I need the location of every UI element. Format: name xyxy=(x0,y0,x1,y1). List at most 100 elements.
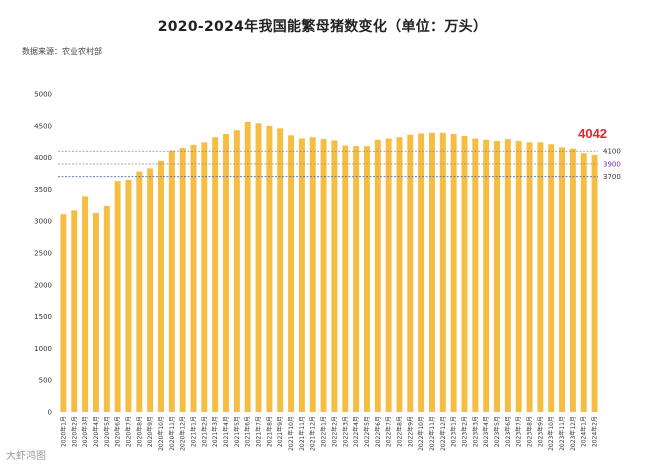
bar xyxy=(255,123,262,413)
bar xyxy=(233,130,240,412)
bar xyxy=(472,138,479,412)
y-tick-label: 1000 xyxy=(34,345,52,353)
x-tick-label: 2020年8月 xyxy=(135,416,143,447)
watermark: 大虾鸿图 xyxy=(6,451,46,462)
bar xyxy=(537,142,544,412)
x-tick-label: 2022年12月 xyxy=(439,416,447,451)
x-tick-label: 2023年6月 xyxy=(504,416,512,447)
x-tick-label: 2020年6月 xyxy=(114,416,122,447)
bar xyxy=(428,132,435,412)
bar xyxy=(559,147,566,412)
x-tick-label: 2020年11月 xyxy=(168,416,176,451)
x-tick-label: 2022年9月 xyxy=(406,416,414,447)
bar xyxy=(168,150,175,412)
bar xyxy=(266,125,273,413)
x-tick-label: 2023年11月 xyxy=(558,416,566,451)
x-tick-label: 2021年12月 xyxy=(309,416,317,451)
x-tick-label: 2023年4月 xyxy=(482,416,490,447)
bar xyxy=(331,140,338,413)
bar xyxy=(342,145,349,413)
x-tick-label: 2020年2月 xyxy=(70,416,78,447)
bar xyxy=(223,134,230,412)
bar xyxy=(114,181,121,412)
y-tick-label: 4000 xyxy=(34,154,52,162)
x-tick-label: 2021年4月 xyxy=(222,416,230,447)
bar xyxy=(190,144,197,412)
bar xyxy=(244,121,251,412)
x-tick-label: 2020年10月 xyxy=(157,416,165,451)
bar xyxy=(179,148,186,412)
bar xyxy=(407,134,414,413)
x-tick-label: 2022年3月 xyxy=(341,416,349,447)
y-tick-label: 5000 xyxy=(34,91,52,99)
bar xyxy=(439,132,446,412)
x-tick-label: 2021年11月 xyxy=(298,416,306,451)
x-tick-label: 2023年8月 xyxy=(526,416,534,447)
bar xyxy=(353,146,360,413)
x-tick-label: 2023年2月 xyxy=(461,416,469,447)
bar xyxy=(60,214,67,412)
bar xyxy=(418,133,425,412)
data-source-note: 数据来源：农业农村部 xyxy=(22,47,102,56)
reference-line-label: 3900 xyxy=(603,160,621,168)
bar xyxy=(92,212,99,412)
bar xyxy=(483,139,490,413)
bar xyxy=(82,196,89,412)
y-tick-label: 0 xyxy=(48,409,52,417)
x-tick-label: 2022年5月 xyxy=(363,416,371,447)
bar xyxy=(277,128,284,412)
bar xyxy=(504,139,511,412)
bar xyxy=(461,135,468,412)
x-tick-label: 2020年5月 xyxy=(103,416,111,447)
highlight-value-label: 4042 xyxy=(578,126,607,141)
y-tick-label: 2500 xyxy=(34,250,52,258)
chart-title: 2020-2024年我国能繁母猪数变化（单位：万头） xyxy=(157,19,488,35)
x-tick-label: 2023年1月 xyxy=(450,416,458,447)
x-tick-label: 2023年9月 xyxy=(536,416,544,447)
x-tick-label: 2021年3月 xyxy=(211,416,219,447)
y-tick-label: 1500 xyxy=(34,313,52,321)
bar xyxy=(309,137,316,413)
y-tick-label: 3000 xyxy=(34,218,52,226)
bar xyxy=(136,171,143,412)
x-tick-label: 2021年8月 xyxy=(265,416,273,447)
x-tick-label: 2022年1月 xyxy=(320,416,328,447)
x-tick-label: 2022年11月 xyxy=(428,416,436,451)
x-tick-label: 2022年8月 xyxy=(395,416,403,447)
x-tick-label: 2020年4月 xyxy=(92,416,100,447)
x-tick-label: 2021年5月 xyxy=(233,416,241,447)
x-tick-label: 2020年3月 xyxy=(81,416,89,447)
bar xyxy=(288,135,295,412)
x-tick-label: 2023年10月 xyxy=(547,416,555,451)
x-tick-label: 2023年3月 xyxy=(471,416,479,447)
x-tick-label: 2022年10月 xyxy=(417,416,425,451)
x-tick-label: 2020年7月 xyxy=(124,416,132,447)
bar xyxy=(71,210,78,412)
reference-line-label: 4100 xyxy=(603,148,621,156)
bar xyxy=(298,138,305,412)
bar xyxy=(385,138,392,412)
bar xyxy=(450,134,457,412)
bar xyxy=(157,160,164,412)
bar xyxy=(580,153,587,412)
bar xyxy=(396,137,403,413)
x-tick-label: 2021年6月 xyxy=(244,416,252,447)
x-tick-label: 2021年7月 xyxy=(255,416,263,447)
x-tick-label: 2021年9月 xyxy=(276,416,284,447)
bar xyxy=(526,142,533,412)
x-tick-label: 2023年5月 xyxy=(493,416,501,447)
x-tick-label: 2021年2月 xyxy=(200,416,208,447)
y-tick-label: 2000 xyxy=(34,281,52,289)
x-tick-label: 2023年7月 xyxy=(515,416,523,447)
x-tick-label: 2021年10月 xyxy=(287,416,295,451)
x-tick-label: 2022年2月 xyxy=(330,416,338,447)
bar xyxy=(374,139,381,413)
x-tick-label: 2023年12月 xyxy=(569,416,577,451)
bar xyxy=(147,168,154,412)
y-tick-label: 4500 xyxy=(34,122,52,130)
x-tick-label: 2022年4月 xyxy=(352,416,360,447)
x-tick-label: 2021年1月 xyxy=(190,416,198,447)
x-tick-label: 2022年6月 xyxy=(374,416,382,447)
x-tick-label: 2024年2月 xyxy=(591,416,599,447)
